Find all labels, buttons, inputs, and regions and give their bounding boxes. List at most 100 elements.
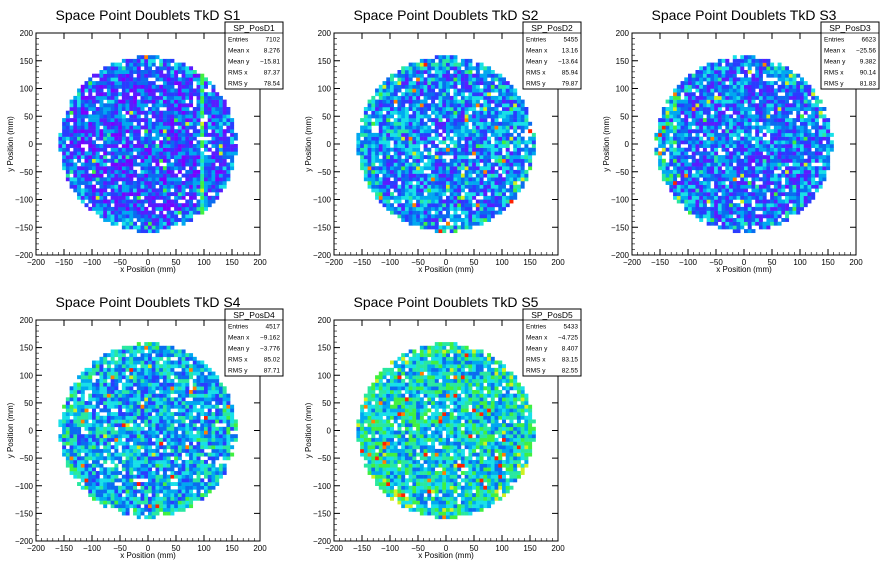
- heatmap-cell: [397, 103, 402, 108]
- heatmap-cell: [762, 155, 767, 160]
- heatmap-cell: [502, 92, 506, 97]
- heatmap-cell: [714, 125, 719, 130]
- heatmap-cell: [84, 121, 89, 126]
- heatmap-cell: [487, 95, 492, 100]
- heatmap-cell: [189, 88, 194, 93]
- heatmap-cell: [125, 206, 130, 211]
- heatmap-cell: [762, 88, 767, 93]
- heatmap-cell: [516, 125, 521, 130]
- heatmap-cell: [520, 118, 525, 123]
- heatmap-cell: [121, 221, 126, 226]
- heatmap-cell: [378, 88, 383, 93]
- heatmap-cell: [110, 144, 115, 148]
- heatmap-cell: [412, 132, 417, 137]
- heatmap-cell: [215, 184, 220, 189]
- heatmap-cell: [460, 88, 465, 93]
- heatmap-cell: [218, 147, 223, 152]
- heatmap-cell: [680, 132, 685, 137]
- heatmap-cell: [230, 158, 235, 163]
- heatmap-cell: [371, 169, 376, 174]
- heatmap-cell: [702, 107, 707, 111]
- heatmap-cell: [706, 173, 711, 178]
- heatmap-cell: [460, 103, 465, 108]
- heatmap-cell: [106, 99, 111, 104]
- heatmap-cell: [673, 166, 678, 171]
- heatmap-cell: [121, 218, 126, 222]
- heatmap-cell: [159, 118, 164, 123]
- heatmap-cell: [680, 162, 685, 167]
- heatmap-cell: [404, 125, 409, 130]
- heatmap-cell: [717, 136, 722, 141]
- heatmap-cell: [118, 195, 123, 200]
- heatmap-cell: [69, 140, 74, 145]
- heatmap-cell: [166, 121, 171, 126]
- heatmap-cell: [114, 199, 119, 204]
- heatmap-cell: [669, 107, 674, 111]
- heatmap-cell: [423, 214, 428, 219]
- heatmap-cell: [762, 99, 767, 104]
- heatmap-cell: [211, 136, 216, 141]
- heatmap-cell: [397, 144, 402, 148]
- heatmap-cell: [218, 114, 223, 119]
- heatmap-cell: [688, 140, 692, 145]
- heatmap-cell: [222, 144, 227, 148]
- heatmap-cell: [688, 103, 692, 108]
- heatmap-cell: [487, 158, 492, 163]
- heatmap-cell: [729, 188, 734, 193]
- heatmap-cell: [367, 173, 372, 178]
- heatmap-cell: [129, 107, 134, 111]
- heatmap-cell: [207, 166, 212, 171]
- x-tick-label: 50: [470, 258, 479, 267]
- heatmap-cell: [453, 225, 458, 230]
- heatmap-cell: [412, 103, 417, 108]
- heatmap-cell: [721, 73, 726, 78]
- heatmap-cell: [133, 110, 138, 115]
- heatmap-cell: [204, 147, 208, 152]
- heatmap-cell: [382, 188, 387, 193]
- heatmap-cell: [729, 88, 734, 93]
- heatmap-cell: [226, 114, 231, 119]
- heatmap-cell: [665, 110, 670, 115]
- heatmap-cell: [684, 92, 689, 97]
- heatmap-cell: [144, 77, 149, 82]
- heatmap-cell: [751, 73, 756, 78]
- heatmap-cell: [181, 195, 186, 200]
- heatmap-cell: [725, 162, 730, 167]
- heatmap-cell: [397, 107, 402, 111]
- heatmap-cell: [658, 136, 663, 141]
- heatmap-cell: [84, 184, 89, 189]
- heatmap-cell: [781, 136, 786, 141]
- heatmap-cell: [710, 132, 715, 137]
- heatmap-cell: [148, 81, 152, 86]
- heatmap-cell: [520, 103, 525, 108]
- heatmap-cell: [494, 192, 499, 197]
- heatmap-cell: [725, 147, 730, 152]
- heatmap-cell: [770, 192, 775, 197]
- heatmap-cell: [419, 192, 424, 197]
- heatmap-cell: [371, 181, 376, 185]
- heatmap-cell: [747, 114, 752, 119]
- heatmap-cell: [673, 99, 678, 104]
- heatmap-cell: [770, 121, 775, 126]
- heatmap-cell: [204, 121, 208, 126]
- heatmap-cell: [207, 169, 212, 174]
- heatmap-cell: [151, 129, 156, 134]
- heatmap-cell: [710, 125, 715, 130]
- heatmap-cell: [177, 195, 182, 200]
- heatmap-cell: [464, 203, 469, 208]
- heatmap-cell: [140, 118, 145, 123]
- heatmap-cell: [136, 144, 141, 148]
- heatmap-cell: [773, 95, 778, 100]
- heatmap-cell: [382, 140, 387, 145]
- heatmap-cell: [393, 121, 398, 126]
- heatmap-cell: [129, 121, 134, 126]
- heatmap-cell: [747, 132, 752, 137]
- heatmap-cell: [695, 129, 700, 134]
- heatmap-cell: [706, 88, 711, 93]
- heatmap-cell: [509, 92, 514, 97]
- heatmap-cell: [397, 173, 402, 178]
- heatmap-cell: [419, 62, 424, 67]
- heatmap-cell: [189, 184, 194, 189]
- heatmap-cell: [200, 73, 205, 78]
- heatmap-cell: [725, 84, 730, 89]
